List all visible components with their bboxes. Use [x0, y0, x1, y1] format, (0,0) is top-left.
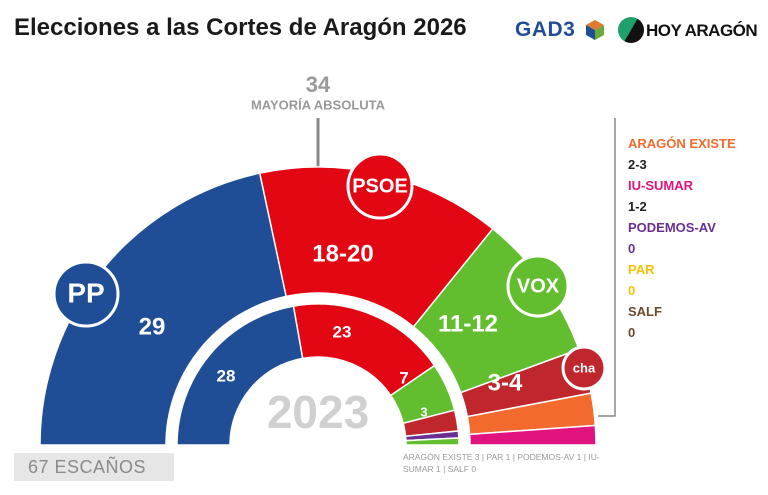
cha-logo-icon: [561, 345, 607, 391]
legend: ARAGÓN EXISTE 2-3 IU-SUMAR 1-2 PODEMOS-A…: [628, 133, 736, 343]
legend-party: PODEMOS-AV: [628, 220, 716, 235]
legend-seats: 0: [628, 283, 636, 298]
outer-2026-segment: [39, 172, 288, 446]
psoe-logo-icon: [346, 152, 414, 220]
vox-logo-icon: [506, 254, 570, 318]
page-title: Elecciones a las Cortes de Aragón 2026: [14, 14, 467, 41]
inner-2023-label: 7: [399, 368, 408, 387]
vox-logo-icon-text: VOX: [517, 275, 560, 297]
majority-value: 34: [306, 72, 331, 97]
pp-logo-icon: [52, 260, 120, 328]
outer-2026-label: 11-12: [438, 310, 498, 337]
majority-label: MAYORÍA ABSOLUTA: [251, 97, 386, 112]
inner-2023-label: 28: [217, 366, 236, 385]
outer-2026-label: 18-20: [312, 240, 373, 267]
legend-seats: 1-2: [628, 199, 647, 214]
outer-2026-label: 29: [139, 313, 166, 340]
hoy-aragon-logo-icon: [618, 17, 644, 43]
legend-party: IU-SUMAR: [628, 178, 693, 193]
outer-2026-segment: [468, 424, 597, 446]
legend-seats: 0: [628, 325, 636, 340]
legend-party: ARAGÓN EXISTE: [628, 136, 736, 151]
legend-seats: 2-3: [628, 157, 647, 172]
inner-2023-label: 23: [333, 322, 352, 341]
legend-seats: 0: [628, 241, 636, 256]
inner-2023-segment: [405, 437, 460, 446]
pp-logo-icon-text: PP: [67, 277, 104, 308]
legend-bracket: [598, 118, 616, 417]
inner-2023-label: 3: [420, 404, 427, 419]
gad3-logo: GAD3: [515, 18, 576, 41]
legend-party: PAR: [628, 262, 655, 277]
center-year-label: 2023: [267, 386, 369, 438]
cha-logo-icon-text: cha: [573, 360, 596, 375]
cube-icon: [586, 20, 604, 40]
hoy-aragon-logo: HOY ARAGÓN: [646, 21, 758, 40]
total-seats: 67 ESCAÑOS: [14, 453, 174, 481]
psoe-logo-icon-text: PSOE: [352, 175, 408, 197]
legend-party: SALF: [628, 304, 662, 319]
footnote-2023: ARAGÓN EXISTE 3 | PAR 1 | PODEMOS-AV 1 |…: [403, 452, 600, 474]
outer-2026-label: 3-4: [488, 369, 523, 396]
